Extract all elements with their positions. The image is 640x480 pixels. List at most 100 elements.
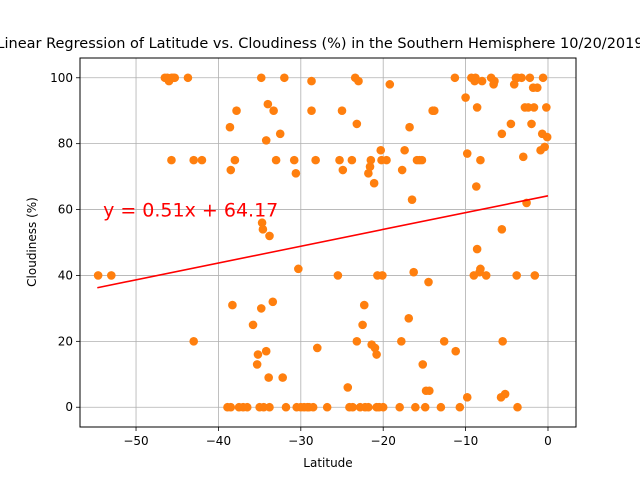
data-points <box>93 73 552 412</box>
grid-lines <box>80 58 576 427</box>
data-point <box>497 225 507 234</box>
data-point <box>228 300 237 310</box>
regression-line <box>97 195 549 289</box>
data-point <box>226 165 236 175</box>
data-point <box>230 155 240 165</box>
data-point <box>365 162 375 172</box>
data-point <box>476 155 485 165</box>
data-point <box>420 402 430 412</box>
data-point <box>529 103 539 112</box>
data-point <box>518 152 528 162</box>
data-point <box>462 149 472 158</box>
data-point <box>338 165 348 175</box>
data-point <box>512 271 521 280</box>
data-point <box>378 402 388 412</box>
data-point <box>291 169 301 178</box>
data-point <box>335 155 344 165</box>
data-point <box>189 155 199 165</box>
data-point <box>378 271 387 280</box>
data-point <box>540 142 549 152</box>
data-point <box>107 271 116 280</box>
data-point <box>275 129 285 139</box>
data-point <box>385 80 395 89</box>
data-point <box>311 155 320 165</box>
data-point <box>376 145 386 155</box>
data-point <box>256 304 266 313</box>
y-tick-label: 0 <box>65 400 73 414</box>
data-point <box>372 350 381 359</box>
y-axis-label: Cloudiness (%) <box>25 197 39 287</box>
data-point <box>542 132 552 142</box>
data-point <box>354 76 363 86</box>
x-tick-label: −50 <box>123 434 148 448</box>
data-point <box>248 320 258 330</box>
data-point <box>405 122 414 132</box>
data-point <box>451 346 461 356</box>
data-point <box>400 145 409 155</box>
y-tick-label: 40 <box>58 268 73 282</box>
y-tick-label: 20 <box>58 334 73 348</box>
data-point <box>506 119 516 129</box>
data-point <box>411 402 420 412</box>
data-point <box>263 99 273 109</box>
data-point <box>407 195 417 204</box>
data-point <box>280 73 289 83</box>
data-point <box>450 73 460 83</box>
data-point <box>509 80 519 89</box>
data-point <box>170 73 180 83</box>
x-axis-ticks: −50 −40 −30 −20 −10 0 <box>123 427 552 448</box>
data-point <box>232 106 241 116</box>
data-point <box>265 402 274 412</box>
data-point <box>525 73 535 83</box>
x-tick-label: −10 <box>453 434 478 448</box>
data-point <box>513 402 522 412</box>
data-point <box>382 155 391 165</box>
data-point <box>462 393 472 402</box>
data-point <box>268 297 278 307</box>
data-point <box>257 218 267 228</box>
data-point <box>429 106 439 116</box>
data-point <box>439 337 449 346</box>
data-point <box>455 402 465 412</box>
data-point <box>278 373 287 382</box>
data-point <box>307 76 316 86</box>
data-point <box>542 103 551 112</box>
data-point <box>337 106 347 116</box>
y-tick-label: 100 <box>50 71 73 85</box>
data-point <box>538 73 548 83</box>
chart-title: Linear Regression of Latitude vs. Cloudi… <box>0 36 640 52</box>
data-point <box>404 313 414 323</box>
data-point <box>261 136 271 145</box>
data-point <box>471 73 480 83</box>
data-point <box>347 155 357 165</box>
data-point <box>226 402 236 412</box>
data-point <box>370 343 380 353</box>
data-point <box>417 155 427 165</box>
data-point <box>348 402 358 412</box>
data-point <box>343 383 353 392</box>
data-point <box>424 277 433 287</box>
data-point <box>307 106 316 116</box>
data-point <box>333 271 343 280</box>
data-point <box>256 73 266 83</box>
data-point <box>418 360 428 369</box>
data-point <box>472 103 482 112</box>
data-point <box>369 178 379 188</box>
x-tick-label: −20 <box>371 434 396 448</box>
data-point <box>397 165 407 175</box>
plot-frame <box>79 57 577 428</box>
data-point <box>312 343 322 353</box>
y-tick-label: 60 <box>58 203 73 217</box>
data-point <box>167 155 176 165</box>
data-point <box>409 267 418 277</box>
data-point <box>269 106 278 116</box>
data-point <box>93 271 103 280</box>
y-axis-ticks: 0 20 40 60 80 100 <box>50 71 80 414</box>
data-point <box>472 182 481 191</box>
data-point <box>352 337 362 346</box>
data-point <box>264 373 273 382</box>
x-tick-label: 0 <box>544 434 552 448</box>
data-point <box>364 402 373 412</box>
data-point <box>265 231 274 241</box>
